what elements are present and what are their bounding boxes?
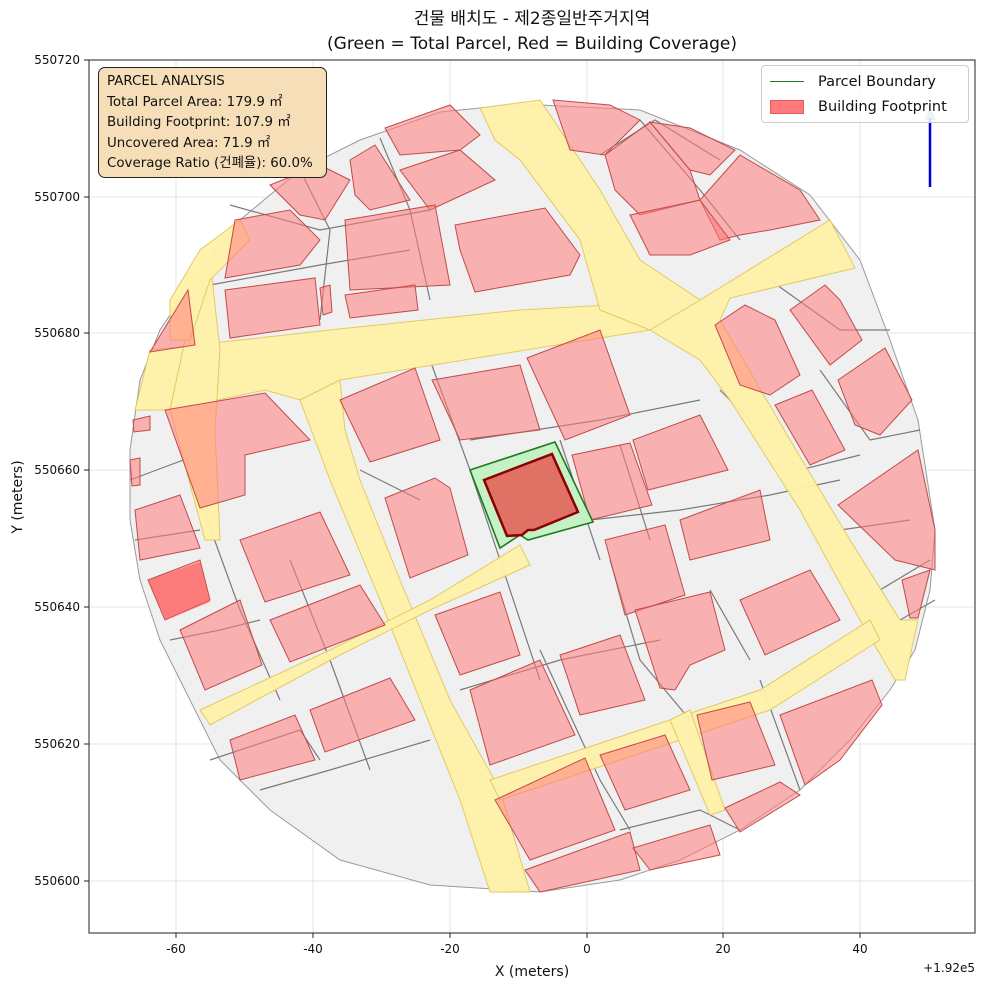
map-title-line1: 건물 배치도 - 제2종일반주거지역	[414, 9, 650, 29]
x-tick-label: 20	[715, 942, 730, 956]
map-legend: Parcel Boundary Building Footprint	[761, 65, 969, 123]
y-tick-label: 550640	[34, 600, 80, 614]
building-s1	[309, 677, 416, 753]
building-c15	[696, 701, 776, 781]
building-n8	[349, 144, 411, 211]
building-n12	[454, 207, 581, 293]
building-n6	[384, 104, 481, 156]
building-c17	[524, 831, 641, 893]
building-c18	[632, 824, 721, 871]
building-c3	[526, 329, 631, 441]
building-e4	[774, 389, 846, 466]
building-s3	[779, 679, 883, 786]
building-w2	[132, 415, 151, 433]
y-tick-label: 550660	[34, 463, 80, 477]
y-tick-marks	[84, 59, 89, 882]
road-southeast-branch	[669, 709, 726, 816]
building-w8-highlight	[148, 562, 210, 620]
building-n1	[552, 99, 641, 156]
building-c11	[739, 569, 841, 656]
building-c19	[724, 781, 801, 833]
building-n16	[149, 288, 196, 353]
legend-box-swatch	[770, 99, 804, 114]
building-c16	[494, 757, 616, 861]
building-s2	[229, 714, 316, 781]
building-c10	[634, 591, 726, 691]
x-tick-label: -60	[166, 942, 186, 956]
footprint-text: Building Footprint: 107.9 ㎡	[107, 115, 291, 130]
total-area-text: Total Parcel Area: 179.9 ㎡	[107, 94, 283, 110]
legend-parcel-label: Parcel Boundary	[818, 73, 936, 90]
building-w6	[269, 584, 386, 663]
building-n11	[344, 204, 451, 291]
building-c7	[679, 489, 771, 561]
building-n14	[319, 284, 333, 316]
y-axis-label: Y (meters)	[10, 460, 26, 534]
x-axis-label: X (meters)	[495, 964, 569, 980]
building-w1	[164, 392, 311, 509]
building-c6	[632, 414, 729, 491]
legend-line-swatch	[770, 80, 804, 83]
x-tick-label: 0	[583, 942, 591, 956]
building-c13	[469, 659, 576, 766]
surrounding-buildings	[129, 99, 936, 893]
y-tick-label: 550720	[34, 53, 80, 67]
x-tick-label: -40	[303, 942, 323, 956]
y-tick-label: 550600	[34, 874, 80, 888]
building-n7	[399, 149, 496, 211]
x-tick-label: 40	[852, 942, 867, 956]
building-e1	[714, 304, 801, 396]
y-tick-label: 550700	[34, 190, 80, 204]
building-c9	[434, 591, 521, 676]
building-n5	[629, 199, 731, 256]
legend-building-label: Building Footprint	[818, 98, 947, 115]
building-c4	[384, 477, 469, 579]
building-w5	[239, 511, 351, 603]
analysis-heading: PARCEL ANALYSIS	[107, 74, 225, 89]
building-n15	[344, 284, 419, 319]
building-n10	[224, 209, 321, 279]
building-e5	[837, 449, 936, 571]
legend-item-building: Building Footprint	[770, 94, 960, 119]
building-c2	[431, 364, 541, 441]
map-title-line2: (Green = Total Parcel, Red = Building Co…	[327, 34, 737, 54]
x-tick-label: -20	[440, 942, 460, 956]
building-w3	[129, 457, 141, 487]
road-north-diagonal	[479, 99, 701, 331]
parcel-analysis-box: PARCEL ANALYSIS Total Parcel Area: 179.9…	[98, 67, 327, 178]
uncovered-text: Uncovered Area: 71.9 ㎡	[107, 135, 271, 151]
building-e6	[901, 569, 931, 619]
building-e2	[789, 284, 863, 366]
building-w7	[179, 599, 263, 691]
y-tick-label: 550680	[34, 326, 80, 340]
building-c8	[604, 524, 686, 616]
y-tick-label: 550620	[34, 737, 80, 751]
plot-frame	[88, 59, 976, 934]
building-e3	[837, 347, 913, 436]
road-central-vertical	[299, 379, 531, 893]
building-w4	[134, 494, 201, 561]
building-c12	[559, 634, 646, 716]
building-n13	[224, 277, 321, 339]
x-tick-marks	[175, 933, 861, 938]
legend-item-parcel: Parcel Boundary	[770, 69, 960, 94]
x-offset-label: +1.92e5	[923, 961, 975, 975]
building-c5	[571, 442, 653, 521]
building-c14	[599, 734, 691, 811]
building-footprint	[482, 452, 580, 538]
coverage-text: Coverage Ratio (건폐율): 60.0%	[107, 156, 313, 171]
building-n3	[648, 121, 736, 176]
building-c1	[339, 367, 441, 463]
